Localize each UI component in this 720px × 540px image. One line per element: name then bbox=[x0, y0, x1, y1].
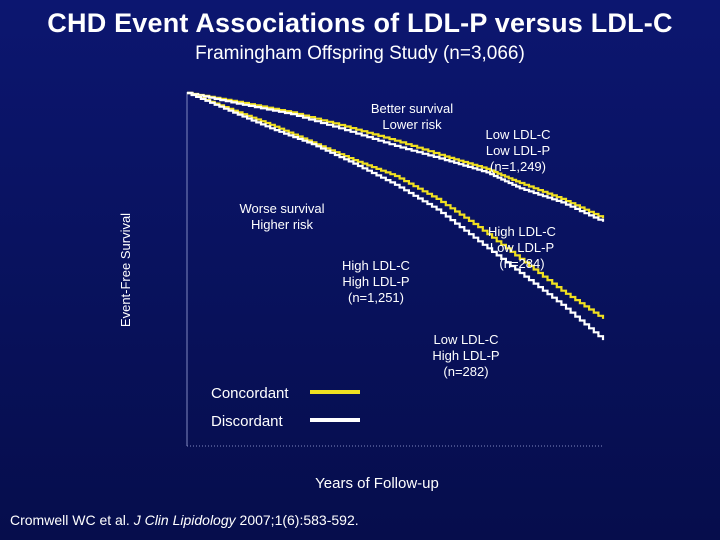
legend-label-2: Discordant bbox=[211, 413, 284, 430]
annotation-lowc-lowp: Low LDL-C Low LDL-P (n=1,249) bbox=[485, 127, 550, 174]
citation-journal: J Clin Lipidology bbox=[133, 512, 236, 528]
annotation-line: (n=284) bbox=[499, 256, 544, 271]
annotation-line: (n=1,249) bbox=[490, 159, 546, 174]
citation-ref: 2007;1(6):583-592. bbox=[239, 512, 359, 528]
legend: Concordant Discordant bbox=[211, 385, 360, 430]
citation: Cromwell WC et al. J Clin Lipidology 200… bbox=[10, 512, 359, 528]
annotation-line: Low LDL-C bbox=[433, 332, 498, 347]
annotation-better: Better survival Lower risk bbox=[371, 101, 453, 132]
legend-label-1: Concordant bbox=[211, 385, 289, 402]
series-line-2 bbox=[187, 91, 605, 222]
annotation-line: Worse survival bbox=[239, 201, 324, 216]
annotation-line: (n=1,251) bbox=[348, 290, 404, 305]
annotation-line: High LDL-P bbox=[342, 274, 409, 289]
annotation-highc-highp: High LDL-C High LDL-P (n=1,251) bbox=[342, 258, 410, 305]
annotation-worse: Worse survival Higher risk bbox=[239, 201, 324, 232]
series-line-1 bbox=[187, 91, 605, 219]
annotation-line: Low LDL-C bbox=[485, 127, 550, 142]
page-title: CHD Event Associations of LDL-P versus L… bbox=[47, 8, 673, 38]
annotation-line: High LDL-P bbox=[432, 348, 499, 363]
annotation-line: High LDL-C bbox=[342, 258, 410, 273]
citation-author: Cromwell WC et al. bbox=[10, 512, 130, 528]
annotation-line: Higher risk bbox=[251, 217, 314, 232]
page-subtitle: Framingham Offspring Study (n=3,066) bbox=[195, 43, 525, 64]
x-axis-label: Years of Follow-up bbox=[315, 475, 439, 492]
annotation-line: Low LDL-P bbox=[486, 143, 550, 158]
y-axis-label: Event-Free Survival bbox=[118, 213, 133, 327]
series-line-4 bbox=[187, 91, 605, 341]
annotation-lowc-highp: Low LDL-C High LDL-P (n=282) bbox=[432, 332, 499, 379]
annotation-line: Lower risk bbox=[382, 117, 442, 132]
annotation-line: High LDL-C bbox=[488, 224, 556, 239]
annotation-highc-lowp: High LDL-C Low LDL-P (n=284) bbox=[488, 224, 556, 271]
annotation-line: Low LDL-P bbox=[490, 240, 554, 255]
series-layer bbox=[187, 91, 605, 341]
annotation-line: (n=282) bbox=[443, 364, 488, 379]
annotation-line: Better survival bbox=[371, 101, 453, 116]
